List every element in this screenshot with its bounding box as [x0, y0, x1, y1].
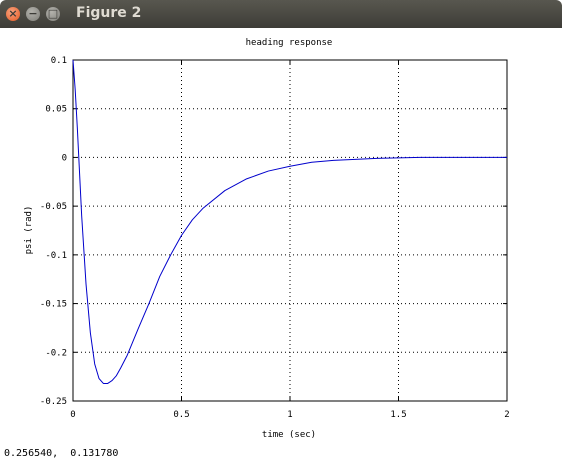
- plot-canvas[interactable]: heading response 0 0.5 1 1.5 2 0.1 0.05 0 -0.05…: [0, 28, 562, 444]
- y-tick-labels: 0.1 0.05 0 -0.05 -0.1 -0.15 -0.2 -0.25: [40, 56, 67, 407]
- y-tick-label: 0.1: [51, 56, 67, 66]
- maximize-button[interactable]: □: [46, 7, 60, 21]
- x-tick-label: 2: [504, 410, 509, 420]
- grid-lines: [73, 60, 507, 401]
- x-tick-label: 0: [70, 410, 75, 420]
- plot-frame: [72, 59, 508, 402]
- series-group: [72, 59, 507, 384]
- maximize-icon: □: [47, 7, 59, 20]
- axis-ticks: [72, 59, 508, 402]
- y-tick-label: -0.15: [40, 300, 67, 310]
- x-axis-label: time (sec): [262, 430, 316, 440]
- y-tick-label: -0.2: [45, 348, 67, 358]
- window-title: Figure 2: [76, 5, 142, 21]
- x-tick-label: 1: [287, 410, 292, 420]
- minimize-icon: −: [28, 7, 38, 20]
- x-tick-label: 0.5: [173, 410, 189, 420]
- series-line: [72, 59, 507, 384]
- y-tick-label: -0.1: [45, 251, 67, 261]
- y-tick-label: 0: [62, 153, 67, 163]
- close-button[interactable]: ×: [6, 7, 20, 21]
- y-tick-label: 0.05: [45, 105, 67, 115]
- y-tick-label: -0.05: [40, 202, 67, 212]
- minimize-button[interactable]: −: [26, 7, 40, 21]
- y-tick-label: -0.25: [40, 397, 67, 407]
- close-icon: ×: [8, 7, 18, 20]
- coordinate-readout: 0.256540, 0.131780: [4, 448, 119, 459]
- x-tick-label: 1.5: [390, 410, 406, 420]
- chart-title: heading response: [246, 38, 333, 48]
- x-tick-labels: 0 0.5 1 1.5 2: [70, 410, 509, 420]
- title-bar: × − □ Figure 2: [0, 0, 562, 28]
- y-axis-label: psi (rad): [24, 206, 34, 255]
